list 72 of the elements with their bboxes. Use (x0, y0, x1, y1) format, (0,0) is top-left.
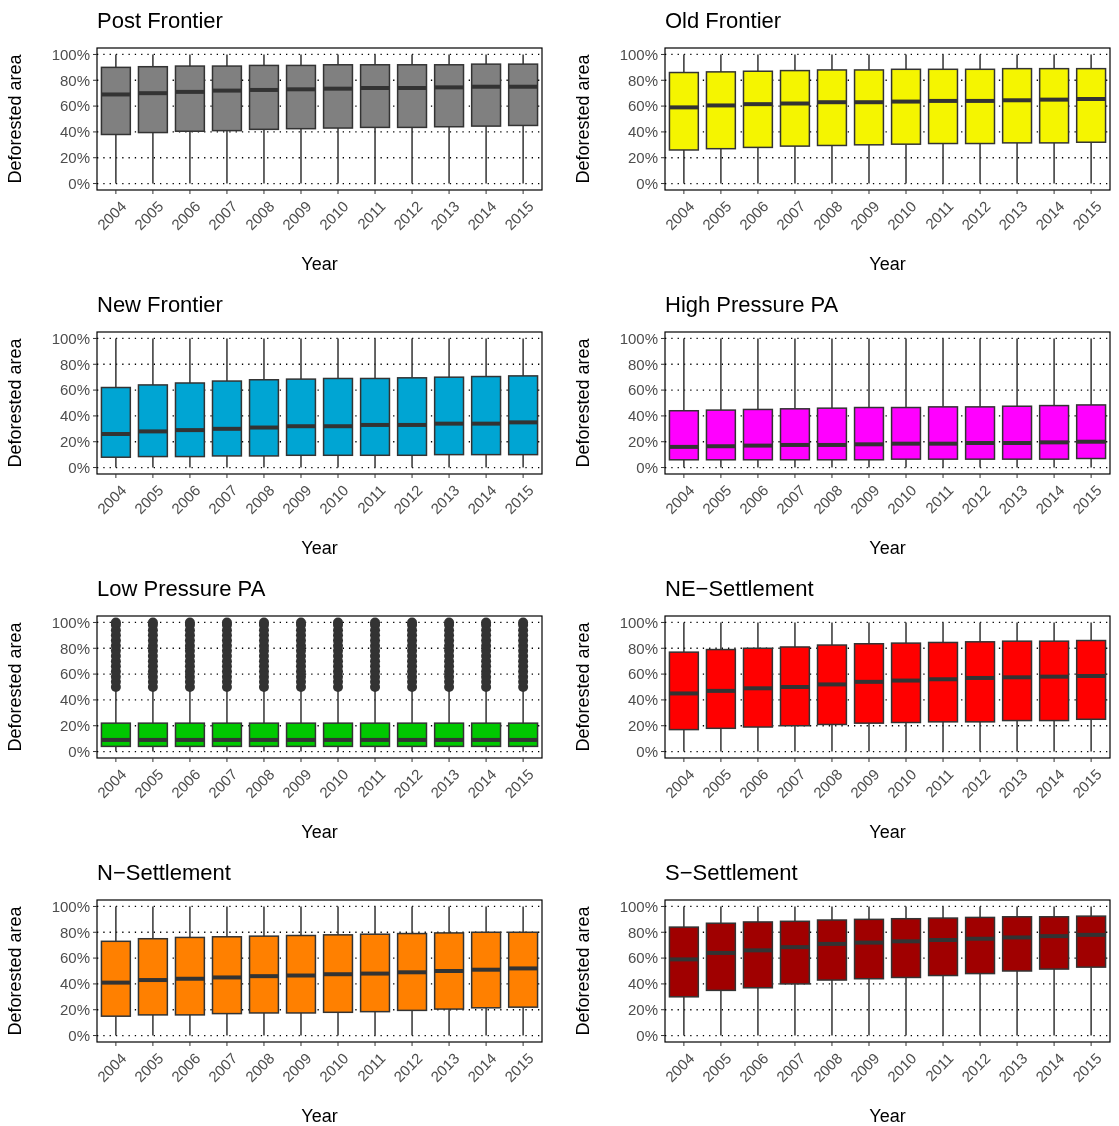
y-tick-label: 80% (627, 71, 658, 89)
chart-title: N−Settlement (97, 860, 231, 885)
y-tick-label: 60% (59, 949, 90, 967)
y-tick-label: 0% (68, 458, 90, 476)
y-tick-label: 60% (59, 665, 90, 683)
y-tick-label: 40% (627, 123, 658, 141)
y-axis-title: Deforested area (573, 621, 593, 752)
y-tick-label: 80% (627, 355, 658, 373)
y-tick-label: 0% (636, 1026, 658, 1044)
x-axis-title: Year (869, 822, 906, 842)
y-tick-label: 20% (59, 432, 90, 450)
y-tick-label: 0% (68, 742, 90, 760)
y-tick-label: 0% (68, 1026, 90, 1044)
y-tick-label: 80% (59, 639, 90, 657)
y-tick-label: 100% (51, 897, 90, 915)
x-axis-title: Year (301, 1106, 338, 1126)
chart-title: S−Settlement (665, 860, 798, 885)
y-tick-label: 20% (59, 1000, 90, 1018)
y-tick-label: 0% (636, 742, 658, 760)
chart-title: Post Frontier (97, 8, 223, 33)
y-tick-label: 40% (627, 691, 658, 709)
y-tick-label: 20% (59, 716, 90, 734)
y-tick-label: 40% (627, 407, 658, 425)
y-axis-title: Deforested area (5, 53, 25, 184)
y-tick-label: 100% (51, 329, 90, 347)
y-tick-label: 20% (59, 148, 90, 166)
y-tick-label: 40% (59, 407, 90, 425)
x-axis-title: Year (869, 538, 906, 558)
y-tick-label: 60% (627, 381, 658, 399)
y-axis-title: Deforested area (5, 337, 25, 468)
y-tick-label: 80% (59, 71, 90, 89)
y-axis-title: Deforested area (5, 905, 25, 1036)
y-tick-label: 60% (627, 97, 658, 115)
y-tick-label: 80% (627, 923, 658, 941)
y-tick-label: 0% (636, 174, 658, 192)
y-tick-label: 80% (59, 355, 90, 373)
y-tick-label: 100% (51, 613, 90, 631)
y-axis-title: Deforested area (573, 337, 593, 468)
x-axis-title: Year (301, 538, 338, 558)
y-tick-label: 60% (627, 949, 658, 967)
x-axis-title: Year (869, 254, 906, 274)
y-axis-title: Deforested area (573, 53, 593, 184)
y-tick-label: 40% (627, 975, 658, 993)
y-tick-label: 60% (627, 665, 658, 683)
y-tick-label: 100% (619, 45, 658, 63)
y-tick-label: 100% (619, 613, 658, 631)
chart-title: Old Frontier (665, 8, 782, 33)
y-tick-label: 80% (59, 923, 90, 941)
x-axis-title: Year (301, 822, 338, 842)
y-tick-label: 60% (59, 97, 90, 115)
y-tick-label: 20% (627, 716, 658, 734)
chart-title: NE−Settlement (665, 576, 814, 601)
y-tick-label: 40% (59, 975, 90, 993)
x-axis-title: Year (301, 254, 338, 274)
y-tick-label: 60% (59, 381, 90, 399)
y-tick-label: 100% (619, 897, 658, 915)
y-tick-label: 20% (627, 148, 658, 166)
y-tick-label: 80% (627, 639, 658, 657)
y-tick-label: 100% (619, 329, 658, 347)
y-tick-label: 20% (627, 1000, 658, 1018)
y-tick-label: 100% (51, 45, 90, 63)
y-tick-label: 40% (59, 691, 90, 709)
y-tick-label: 0% (636, 458, 658, 476)
y-tick-label: 40% (59, 123, 90, 141)
chart-title: New Frontier (97, 292, 223, 317)
y-axis-title: Deforested area (573, 905, 593, 1036)
x-axis-title: Year (869, 1106, 906, 1126)
y-tick-label: 0% (68, 174, 90, 192)
chart-title: High Pressure PA (665, 292, 839, 317)
y-axis-title: Deforested area (5, 621, 25, 752)
y-tick-label: 20% (627, 432, 658, 450)
chart-title: Low Pressure PA (97, 576, 266, 601)
